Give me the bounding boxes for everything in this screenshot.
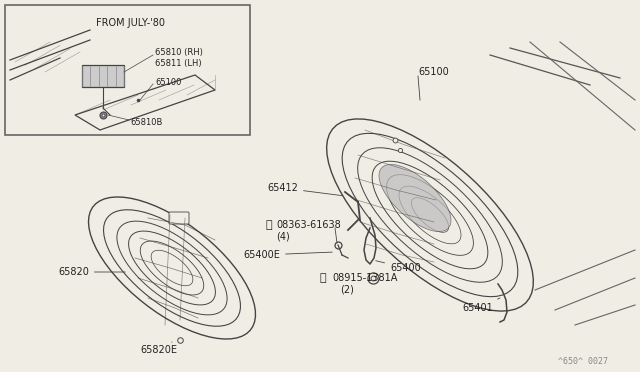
FancyBboxPatch shape [169, 212, 189, 224]
Polygon shape [379, 164, 451, 232]
Text: (4): (4) [276, 231, 290, 241]
Text: 65811 (LH): 65811 (LH) [155, 58, 202, 67]
Text: 65100: 65100 [418, 67, 449, 77]
Text: 65400: 65400 [376, 261, 420, 273]
Bar [82, 65, 124, 87]
FancyBboxPatch shape [5, 5, 250, 135]
Text: ^650^ 0027: ^650^ 0027 [558, 357, 608, 366]
Text: 08363-61638: 08363-61638 [276, 220, 340, 230]
Text: 65412: 65412 [267, 183, 342, 196]
Text: 08915-1381A: 08915-1381A [332, 273, 397, 283]
Text: 65401: 65401 [462, 298, 500, 313]
Text: (2): (2) [340, 285, 354, 295]
Text: 65810B: 65810B [130, 118, 163, 126]
Text: FROM JULY-'80: FROM JULY-'80 [95, 18, 164, 28]
Text: 65400E: 65400E [243, 250, 332, 260]
Text: 65810 (RH): 65810 (RH) [155, 48, 203, 57]
Text: Ⓦ: Ⓦ [320, 273, 326, 283]
Text: 65820: 65820 [58, 267, 125, 277]
Text: Ⓢ: Ⓢ [265, 220, 271, 230]
Text: 65100: 65100 [155, 77, 181, 87]
Text: 65820E: 65820E [140, 342, 177, 355]
